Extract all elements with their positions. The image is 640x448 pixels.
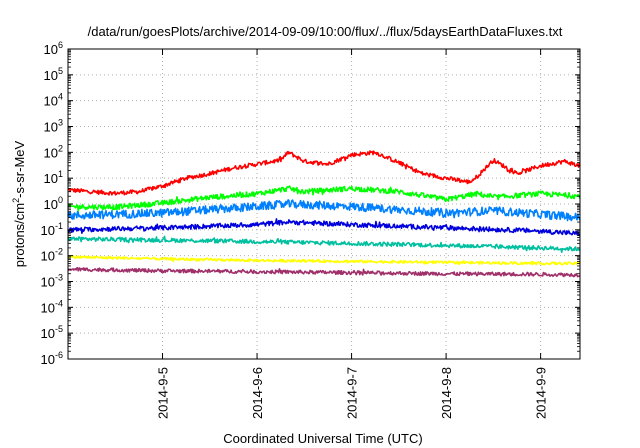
- y-tick-exponent: -3: [55, 273, 63, 283]
- y-tick-label: 102: [44, 143, 63, 160]
- series-line-1: [67, 150, 581, 196]
- series-line-5: [67, 235, 581, 253]
- series-line-2: [67, 185, 581, 212]
- y-label-base: protons/cm: [12, 203, 27, 267]
- y-tick-exponent: 3: [58, 118, 63, 128]
- y-tick-label: 105: [44, 66, 63, 83]
- y-tick-base: 10: [41, 300, 55, 315]
- y-tick-label: 10-6: [41, 350, 63, 367]
- y-tick-label: 100: [44, 195, 63, 212]
- y-label-superscript: 2: [11, 198, 21, 203]
- y-tick-label: 104: [44, 92, 63, 109]
- y-tick-label: 106: [44, 40, 63, 57]
- y-label-rest: -s-sr-MeV: [12, 140, 27, 197]
- y-tick-label: 10-3: [41, 273, 63, 290]
- series-group: [67, 150, 581, 278]
- x-tick-label: 2014-9-5: [156, 367, 171, 419]
- y-tick-base: 10: [41, 326, 55, 341]
- y-tick-base: 10: [41, 223, 55, 238]
- y-tick-exponent: -6: [55, 350, 63, 360]
- y-tick-exponent: 5: [58, 66, 63, 76]
- y-tick-base: 10: [44, 68, 58, 83]
- series-line-3: [67, 199, 581, 222]
- y-tick-base: 10: [41, 275, 55, 290]
- y-tick-exponent: -2: [55, 247, 63, 257]
- y-tick-label: 101: [44, 169, 63, 186]
- x-axis-label: Coordinated Universal Time (UTC): [223, 431, 422, 446]
- y-tick-base: 10: [44, 197, 58, 212]
- y-tick-base: 10: [44, 171, 58, 186]
- y-tick-exponent: -4: [55, 298, 63, 308]
- y-tick-label: 10-4: [41, 298, 63, 315]
- y-tick-base: 10: [44, 120, 58, 135]
- y-tick-base: 10: [41, 352, 55, 367]
- series-line-7: [67, 267, 581, 278]
- y-tick-exponent: 6: [58, 40, 63, 50]
- y-tick-exponent: 1: [58, 169, 63, 179]
- x-tick-label: 2014-9-6: [250, 367, 265, 419]
- y-tick-base: 10: [44, 145, 58, 160]
- x-axis-ticks: 2014-9-5 2014-9-6 2014-9-7 2014-9-8 2014-9-9: [156, 49, 549, 419]
- y-tick-exponent: 2: [58, 143, 63, 153]
- y-tick-exponent: -5: [55, 324, 63, 334]
- y-axis-ticks: 10-610-510-410-310-210-11001011021031041…: [41, 40, 580, 367]
- y-tick-label: 10-5: [41, 324, 63, 341]
- y-tick-exponent: -1: [55, 221, 63, 231]
- y-tick-base: 10: [41, 249, 55, 264]
- y-tick-base: 10: [44, 42, 58, 57]
- grid-lines: [68, 49, 580, 359]
- y-tick-exponent: 4: [58, 92, 63, 102]
- y-tick-label: 10-2: [41, 247, 63, 264]
- y-tick-label: 10-1: [41, 221, 63, 238]
- chart-title: /data/run/goesPlots/archive/2014-09-09/1…: [88, 24, 563, 39]
- x-tick-label: 2014-9-9: [534, 367, 549, 419]
- y-tick-exponent: 0: [58, 195, 63, 205]
- y-tick-label: 103: [44, 118, 63, 135]
- y-tick-base: 10: [44, 94, 58, 109]
- x-tick-label: 2014-9-7: [345, 367, 360, 419]
- series-line-6: [67, 255, 581, 266]
- series-line-4: [67, 218, 581, 237]
- x-tick-label: 2014-9-8: [439, 367, 454, 419]
- y-axis-label: protons/cm2-s-sr-MeV: [11, 140, 27, 267]
